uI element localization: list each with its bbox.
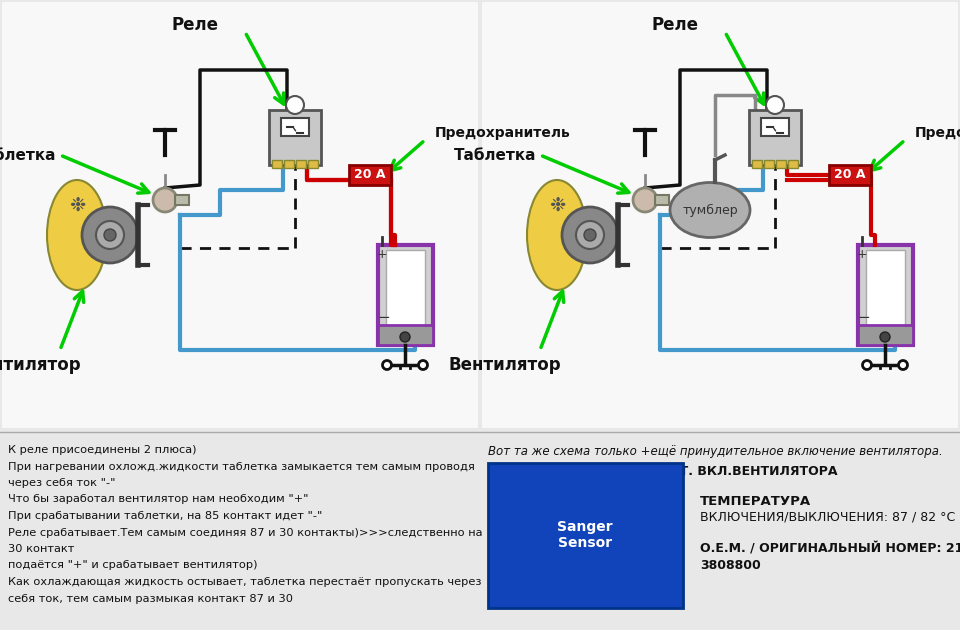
- Circle shape: [766, 96, 784, 114]
- Text: +: +: [376, 248, 387, 261]
- Ellipse shape: [47, 180, 107, 290]
- Bar: [788, 160, 798, 168]
- Bar: [272, 160, 282, 168]
- Bar: [2, 2, 478, 428]
- Circle shape: [82, 207, 138, 263]
- Text: Вентилятор: Вентилятор: [0, 356, 82, 374]
- Bar: [776, 160, 786, 168]
- Bar: [175, 195, 189, 205]
- Circle shape: [153, 188, 177, 212]
- Text: SGR-150-003 ДАТ. ВКЛ.ВЕНТИЛЯТОРА: SGR-150-003 ДАТ. ВКЛ.ВЕНТИЛЯТОРА: [563, 465, 837, 478]
- Bar: [349, 165, 391, 185]
- Circle shape: [584, 229, 596, 241]
- Bar: [281, 118, 309, 136]
- Bar: [269, 110, 321, 165]
- Bar: [378, 325, 433, 345]
- Text: себя ток, тем самым размыкая контакт 87 и 30: себя ток, тем самым размыкая контакт 87 …: [8, 593, 293, 604]
- Text: 20 А: 20 А: [354, 168, 386, 181]
- Text: Что бы заработал вентилятор нам необходим "+": Что бы заработал вентилятор нам необходи…: [8, 495, 308, 505]
- Text: Sanger
Sensor: Sanger Sensor: [557, 520, 612, 550]
- Ellipse shape: [527, 180, 587, 290]
- Text: ❉: ❉: [549, 195, 565, 214]
- Text: через себя ток "-": через себя ток "-": [8, 478, 115, 488]
- Text: При нагревании охложд.жидкости таблетка замыкается тем самым проводя: При нагревании охложд.жидкости таблетка …: [8, 462, 475, 471]
- Circle shape: [400, 332, 410, 342]
- Circle shape: [899, 360, 907, 370]
- Text: При срабатывании таблетки, на 85 контакт идет "-": При срабатывании таблетки, на 85 контакт…: [8, 511, 323, 521]
- Circle shape: [880, 332, 890, 342]
- Bar: [482, 2, 958, 428]
- Bar: [488, 463, 683, 608]
- Circle shape: [104, 229, 116, 241]
- Circle shape: [633, 188, 657, 212]
- Circle shape: [576, 221, 604, 249]
- Text: −: −: [857, 309, 871, 324]
- Circle shape: [862, 360, 872, 370]
- Text: 30 контакт: 30 контакт: [8, 544, 74, 554]
- Circle shape: [286, 96, 304, 114]
- Text: Предохранитель: Предохранитель: [435, 126, 571, 140]
- Circle shape: [419, 360, 427, 370]
- Text: ❉: ❉: [69, 195, 85, 214]
- Text: Реле срабатывает.Тем самым соединяя 87 и 30 контакты)>>>следственно на: Реле срабатывает.Тем самым соединяя 87 и…: [8, 527, 483, 537]
- Bar: [308, 160, 318, 168]
- Circle shape: [382, 360, 392, 370]
- Bar: [655, 195, 669, 205]
- Circle shape: [96, 221, 124, 249]
- Bar: [764, 160, 774, 168]
- Bar: [296, 160, 306, 168]
- Text: К реле присоединены 2 плюса): К реле присоединены 2 плюса): [8, 445, 197, 455]
- Text: О.Е.М. / ОРИГИНАЛЬНЫЙ НОМЕР: 2141-: О.Е.М. / ОРИГИНАЛЬНЫЙ НОМЕР: 2141-: [700, 543, 960, 556]
- Text: −: −: [377, 309, 391, 324]
- Bar: [829, 165, 871, 185]
- Bar: [752, 160, 762, 168]
- Bar: [284, 160, 294, 168]
- Text: ВКЛЮЧЕНИЯ/ВЫКЛЮЧЕНИЯ: 87 / 82 °C: ВКЛЮЧЕНИЯ/ВЫКЛЮЧЕНИЯ: 87 / 82 °C: [700, 511, 955, 524]
- Text: ТЕМПЕРАТУРА: ТЕМПЕРАТУРА: [700, 495, 811, 508]
- Text: Реле: Реле: [172, 16, 219, 34]
- Bar: [858, 245, 913, 345]
- Text: Реле: Реле: [652, 16, 699, 34]
- Text: 20 А: 20 А: [834, 168, 866, 181]
- Bar: [378, 245, 433, 345]
- Text: тумблер: тумблер: [683, 203, 738, 217]
- Text: +: +: [856, 248, 867, 261]
- Bar: [858, 325, 913, 345]
- Text: Таблетка: Таблетка: [453, 147, 536, 163]
- Circle shape: [562, 207, 618, 263]
- Text: Вентилятор: Вентилятор: [448, 356, 562, 374]
- Text: подаётся "+" и срабатывает вентилятор): подаётся "+" и срабатывает вентилятор): [8, 561, 257, 571]
- Text: 3808800: 3808800: [700, 559, 760, 572]
- Text: Вот та же схема только +ещё принудительное включение вентилятора.: Вот та же схема только +ещё принудительн…: [488, 445, 943, 458]
- Ellipse shape: [670, 183, 750, 238]
- Bar: [761, 118, 789, 136]
- Text: Предохранитель: Предохранитель: [915, 126, 960, 140]
- Bar: [386, 250, 425, 330]
- Bar: [866, 250, 905, 330]
- Text: Таблетка: Таблетка: [0, 147, 56, 163]
- Text: Как охлаждающая жидкость остывает, таблетка перестаёт пропускать через: Как охлаждающая жидкость остывает, табле…: [8, 577, 482, 587]
- Bar: [749, 110, 801, 165]
